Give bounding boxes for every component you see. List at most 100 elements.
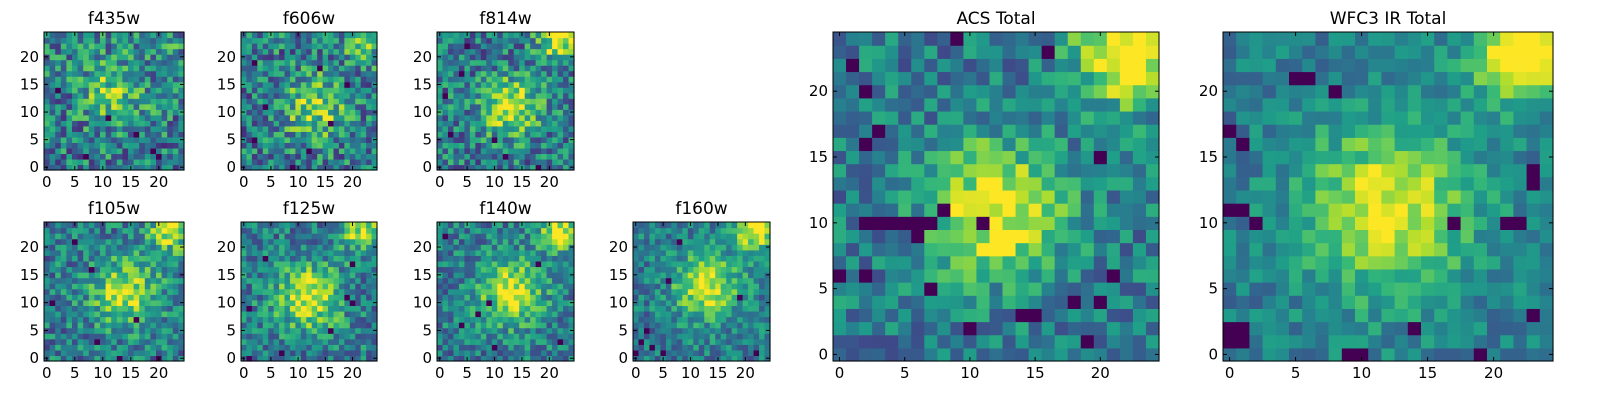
heatmap-cell xyxy=(514,278,520,284)
heatmap-cell xyxy=(117,126,123,132)
heatmap-cell xyxy=(688,333,694,339)
heatmap-cell xyxy=(150,233,156,239)
heatmap-cell xyxy=(743,283,749,289)
heatmap-cell xyxy=(464,328,470,334)
heatmap-cell xyxy=(89,339,95,345)
heatmap-cell xyxy=(83,333,89,339)
heatmap-cell xyxy=(317,266,323,272)
heatmap-cell xyxy=(525,278,531,284)
heatmap-cell xyxy=(486,333,492,339)
heatmap-cell xyxy=(989,190,1003,204)
heatmap-cell xyxy=(366,148,372,154)
heatmap-cell xyxy=(301,244,307,250)
heatmap-cell xyxy=(50,228,56,234)
heatmap-cell xyxy=(448,317,454,323)
heatmap-cell xyxy=(317,54,323,60)
heatmap-cell xyxy=(732,300,738,306)
heatmap-cell xyxy=(312,104,318,110)
heatmap-cell xyxy=(448,76,454,82)
heatmap-cell xyxy=(924,282,938,296)
heatmap-cell xyxy=(128,333,134,339)
heatmap-cell xyxy=(1068,269,1082,283)
heatmap-cell xyxy=(285,98,291,104)
heatmap-cell xyxy=(666,317,672,323)
x-tick-label: 0 xyxy=(435,364,445,382)
heatmap-cell xyxy=(279,294,285,300)
heatmap-cell xyxy=(156,344,162,350)
heatmap-cell xyxy=(111,339,117,345)
heatmap-cell xyxy=(677,317,683,323)
heatmap-cell xyxy=(464,289,470,295)
heatmap-cell xyxy=(117,228,123,234)
heatmap-cell xyxy=(145,289,151,295)
heatmap-cell xyxy=(89,87,95,93)
heatmap-cell xyxy=(1055,177,1069,191)
heatmap-cell xyxy=(55,228,61,234)
heatmap-cell xyxy=(117,109,123,115)
heatmap-cell xyxy=(344,228,350,234)
heatmap-cell xyxy=(453,222,459,228)
heatmap-cell xyxy=(290,311,296,317)
heatmap-cell xyxy=(268,250,274,256)
heatmap-cell xyxy=(355,131,361,137)
heatmap-cell xyxy=(83,317,89,323)
heatmap-cell xyxy=(279,76,285,82)
heatmap-cell xyxy=(704,328,710,334)
heatmap-cell xyxy=(128,311,134,317)
heatmap-cell xyxy=(100,244,106,250)
heatmap-cell xyxy=(162,255,168,261)
heatmap-cell xyxy=(563,82,569,88)
heatmap-cell xyxy=(339,76,345,82)
heatmap-cell xyxy=(339,43,345,49)
heatmap-cell xyxy=(655,244,661,250)
heatmap-cell xyxy=(145,339,151,345)
heatmap-cell xyxy=(481,32,487,38)
heatmap-cell xyxy=(333,54,339,60)
heatmap-cell xyxy=(732,322,738,328)
heatmap-cell xyxy=(633,339,639,345)
heatmap-cell xyxy=(464,82,470,88)
heatmap-cell xyxy=(519,266,525,272)
heatmap-cell xyxy=(1081,256,1095,270)
heatmap-cell xyxy=(246,339,252,345)
heatmap-cell xyxy=(50,305,56,311)
heatmap-cell xyxy=(333,233,339,239)
heatmap-cell xyxy=(50,333,56,339)
heatmap-cell xyxy=(503,344,509,350)
heatmap-cell xyxy=(117,49,123,55)
heatmap-cell xyxy=(323,228,329,234)
heatmap-cell xyxy=(898,150,912,164)
heatmap-cell xyxy=(693,333,699,339)
heatmap-cell xyxy=(94,104,100,110)
heatmap-cell xyxy=(442,322,448,328)
heatmap-cell xyxy=(655,328,661,334)
heatmap-cell xyxy=(481,317,487,323)
heatmap-cell xyxy=(459,294,465,300)
heatmap-cell xyxy=(464,317,470,323)
heatmap-cell xyxy=(519,137,525,143)
heatmap-cell xyxy=(536,109,542,115)
heatmap-cell xyxy=(519,65,525,71)
heatmap-cell xyxy=(655,255,661,261)
heatmap-cell xyxy=(117,137,123,143)
heatmap-cell xyxy=(111,244,117,250)
heatmap-cell xyxy=(497,344,503,350)
heatmap-cell xyxy=(503,148,509,154)
heatmap-cell xyxy=(122,120,128,126)
heatmap-cell xyxy=(301,322,307,328)
heatmap-cell xyxy=(361,71,367,77)
heatmap-cell xyxy=(525,87,531,93)
heatmap-cell xyxy=(682,300,688,306)
heatmap-cell xyxy=(536,266,542,272)
x-tick-label: 15 xyxy=(512,364,531,382)
heatmap-cell xyxy=(638,317,644,323)
heatmap-cell xyxy=(937,216,951,230)
heatmap-cell xyxy=(743,255,749,261)
heatmap-cell xyxy=(759,261,765,267)
heatmap-cell xyxy=(106,54,112,60)
heatmap-cell xyxy=(323,289,329,295)
heatmap-cell xyxy=(1107,190,1121,204)
heatmap-cell xyxy=(366,49,372,55)
heatmap-cell xyxy=(682,233,688,239)
heatmap-cell xyxy=(671,272,677,278)
